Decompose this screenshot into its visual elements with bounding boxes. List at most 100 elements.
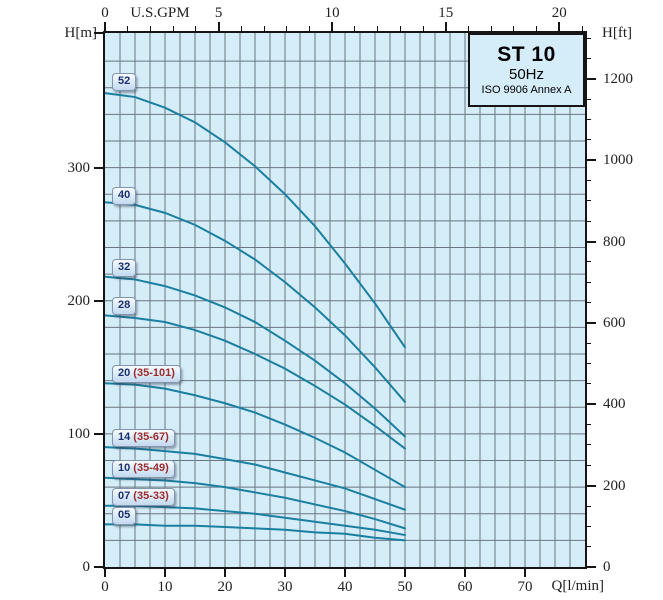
top-axis-minor-tick <box>536 26 537 31</box>
bottom-axis-tick-label: 10 <box>157 579 173 595</box>
right-axis-minor-tick <box>586 281 591 283</box>
bottom-axis-major-tick <box>404 568 406 577</box>
bottom-axis-major-tick <box>464 568 466 577</box>
bottom-axis-tick-label: 60 <box>457 579 473 595</box>
curve-label-number: 32 <box>118 260 131 273</box>
right-axis-minor-tick <box>586 546 591 548</box>
curve-label-number: 07 <box>118 490 131 503</box>
right-axis-minor-tick <box>586 180 591 181</box>
top-axis-tick-label: 20 <box>551 5 567 21</box>
top-axis-minor-tick <box>308 26 310 31</box>
right-axis-minor-tick <box>586 464 591 466</box>
curve-label-range: (35-67) <box>130 430 169 443</box>
top-axis-major-tick <box>558 22 561 31</box>
bottom-axis-major-tick <box>524 568 526 577</box>
left-axis-tick-label: 200 <box>67 292 91 309</box>
bottom-axis-major-tick <box>104 568 106 577</box>
top-axis-minor-tick <box>399 26 401 31</box>
pump-curve-14 <box>105 446 406 511</box>
right-axis-minor-tick <box>586 118 591 120</box>
left-axis-title: H[m] <box>64 25 98 41</box>
curve-label-28: 28 <box>112 297 137 316</box>
top-axis-minor-tick <box>195 26 197 31</box>
top-axis-minor-tick <box>513 26 515 31</box>
top-axis-minor-tick <box>240 26 242 31</box>
pump-curve-28 <box>105 314 406 450</box>
right-axis-minor-tick <box>586 363 591 365</box>
curves-and-grid-svg <box>105 33 585 567</box>
right-axis-major-tick <box>586 321 596 324</box>
right-axis-minor-tick <box>586 261 591 263</box>
top-axis-tick-label: 15 <box>438 5 454 21</box>
curve-label-number: 05 <box>118 508 131 521</box>
curve-label-20: 20 (35-101) <box>112 365 181 383</box>
right-axis-tick-label: 0 <box>603 559 611 575</box>
right-axis-minor-tick <box>586 525 591 527</box>
left-axis-top-dash <box>94 32 104 34</box>
top-axis-minor-tick <box>377 26 378 31</box>
top-axis-tick-label: 5 <box>214 5 223 21</box>
right-axis-major-tick <box>586 484 596 487</box>
curve-label-40: 40 <box>112 186 137 205</box>
curve-label-range: (35-101) <box>130 367 175 379</box>
bottom-axis-tick-label: 0 <box>101 579 109 595</box>
curve-label-number: 40 <box>118 188 131 201</box>
top-axis-major-tick <box>331 22 334 31</box>
bottom-axis-major-tick <box>224 568 226 577</box>
top-axis-minor-tick <box>127 26 129 31</box>
left-axis-major-tick <box>94 432 104 435</box>
curve-label-32: 32 <box>112 258 137 277</box>
top-axis-minor-tick <box>149 26 151 31</box>
bottom-axis-tick-label: 30 <box>277 579 293 595</box>
pump-curve-52 <box>105 92 406 349</box>
curve-label-05: 05 <box>112 506 137 525</box>
title-box: ST 10 50Hz ISO 9906 Annex A <box>468 33 585 107</box>
right-axis-major-tick <box>586 159 596 162</box>
right-axis-minor-tick <box>586 424 591 426</box>
pump-curve-07 <box>105 504 406 537</box>
top-axis-minor-tick <box>286 26 288 31</box>
right-axis-major-tick <box>586 240 596 243</box>
left-axis-major-tick <box>94 299 104 302</box>
right-axis-minor-tick <box>586 383 591 385</box>
pump-curve-32 <box>105 275 406 438</box>
left-axis-major-tick <box>94 166 104 169</box>
curve-label-number: 52 <box>118 75 131 88</box>
right-axis-minor-tick <box>586 98 591 100</box>
right-axis-minor-tick <box>586 302 591 303</box>
right-axis-major-tick <box>586 403 596 406</box>
right-axis-tick-label: 600 <box>603 314 626 331</box>
right-axis-minor-tick <box>586 220 591 222</box>
top-axis-major-tick <box>444 22 447 31</box>
bottom-axis-major-tick <box>284 568 286 577</box>
right-axis-minor-tick <box>586 37 591 39</box>
bottom-axis-tick-label: 40 <box>337 579 353 595</box>
curve-label-number: 20 <box>118 367 131 379</box>
right-axis-minor-tick <box>586 444 591 446</box>
left-axis-tick-label: 0 <box>82 559 91 575</box>
standard-label: ISO 9906 Annex A <box>481 84 572 96</box>
top-axis-major-tick <box>217 22 220 31</box>
top-axis-minor-tick <box>581 26 583 31</box>
right-axis-minor-tick <box>586 200 591 202</box>
left-axis-tick-label: 300 <box>67 159 91 176</box>
left-axis-major-tick <box>94 566 104 568</box>
top-axis-minor-tick <box>422 26 424 31</box>
right-axis-tick-label: 200 <box>603 477 626 494</box>
right-axis-major-tick <box>586 77 596 80</box>
right-axis-minor-tick <box>586 57 591 59</box>
right-axis-tick-label: 800 <box>603 233 626 250</box>
top-axis-minor-tick <box>172 26 174 31</box>
right-axis-tick-label: 1200 <box>603 70 633 87</box>
right-axis-minor-tick <box>586 505 591 507</box>
top-axis-minor-tick <box>490 26 492 31</box>
curve-label-10: 10 (35-49) <box>112 460 175 479</box>
right-axis-major-tick <box>586 566 596 568</box>
curve-label-number: 14 <box>118 430 131 443</box>
pump-curve-40 <box>105 201 406 403</box>
top-axis-minor-tick <box>263 26 265 31</box>
right-axis-minor-tick <box>586 139 591 141</box>
curve-label-07: 07 (35-33) <box>112 488 175 507</box>
curve-label-52: 52 <box>112 73 137 92</box>
left-axis-tick-label: 100 <box>67 425 91 442</box>
